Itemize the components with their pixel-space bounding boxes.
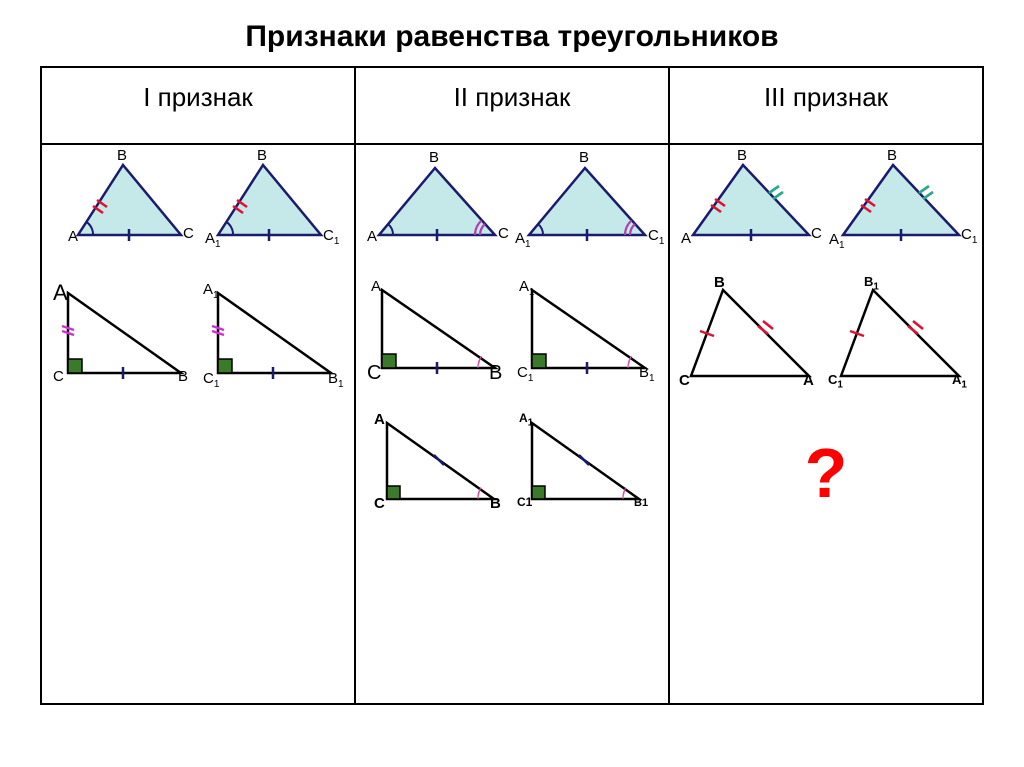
lbl-A1: A1 — [203, 281, 219, 301]
lbl-A1: A1 — [952, 372, 967, 391]
lbl-A1: A1 — [519, 278, 535, 298]
lbl-A: A — [68, 228, 78, 245]
lbl-C1: C1 — [203, 370, 219, 390]
c3-row1: A B C A1 B C1 — [674, 153, 978, 248]
lbl-B: B — [178, 368, 188, 385]
lbl-C1: C1 — [648, 227, 664, 247]
c3r2-tri2: B1 C1 A1 — [831, 278, 971, 393]
lbl-C1: C1 — [323, 227, 339, 247]
lbl-B1: B1 — [634, 497, 648, 509]
lbl-C: C — [183, 225, 194, 242]
lbl-A: A — [371, 278, 381, 295]
c1r2-tri1: A C B — [53, 278, 193, 388]
lbl-A: A — [374, 411, 385, 428]
criteria-table: I признак II признак III признак — [40, 66, 984, 705]
lbl-C: C — [498, 225, 509, 242]
col-1: A B C A1 B C1 — [41, 144, 355, 704]
lbl-C1: C1 — [517, 495, 532, 509]
lbl-C: C — [811, 225, 822, 242]
c2-row2: A C B A1 C1 B1 — [360, 278, 664, 383]
lbl-C1: C1 — [517, 364, 533, 384]
c3r2-tri1: B C A — [681, 278, 821, 393]
lbl-B: B — [714, 274, 725, 291]
lbl-B: B — [737, 147, 747, 164]
c2r2-tri1: A C B — [367, 278, 507, 383]
c2r3-tri2: A1 C1 B1 — [517, 413, 652, 513]
c1r1-tri1: A B C — [63, 153, 193, 248]
lbl-A1: A1 — [205, 230, 221, 250]
c1r1-tri2: A1 B C1 — [203, 153, 333, 248]
c3-row2: B C A B1 C1 A1 — [674, 278, 978, 393]
header-2: II признак — [355, 67, 669, 144]
lbl-C: C — [53, 368, 64, 385]
lbl-C: C — [367, 362, 381, 385]
lbl-A1: A1 — [519, 411, 533, 428]
lbl-B: B — [429, 149, 439, 166]
c2r1-tri1: A B C — [367, 153, 507, 248]
col-2: A B C A1 B C1 — [355, 144, 669, 704]
c2-row3: A C B A1 C1 B1 — [360, 413, 664, 513]
lbl-C: C — [374, 495, 385, 512]
lbl-B1: B1 — [864, 274, 879, 293]
c1-row1: A B C A1 B C1 — [46, 153, 350, 248]
lbl-C1: C1 — [961, 226, 977, 246]
lbl-B1t: B — [257, 147, 267, 164]
c1-row2: A C B A1 C1 B1 — [46, 278, 350, 388]
lbl-B1: B1 — [328, 370, 344, 390]
header-1: I признак — [41, 67, 355, 144]
c2r1-tri2: A1 B C1 — [517, 153, 657, 248]
col-3: A B C A1 B C1 — [669, 144, 983, 704]
c3r1-tri2: A1 B C1 — [831, 153, 971, 248]
lbl-A: A — [367, 228, 377, 245]
c3r1-tri1: A B C — [681, 153, 821, 248]
lbl-B1t: B — [887, 147, 897, 164]
c2r3-tri1: A C B — [372, 413, 507, 513]
lbl-A: A — [803, 372, 814, 389]
c1r2-tri2: A1 C1 B1 — [203, 278, 343, 388]
page-title: Признаки равенства треугольников — [40, 20, 984, 54]
lbl-B: B — [489, 362, 502, 385]
lbl-B: B — [490, 495, 501, 512]
lbl-A: A — [681, 230, 691, 247]
question-mark: ? — [674, 433, 978, 513]
lbl-B1t: B — [579, 149, 589, 166]
lbl-C: C — [679, 372, 690, 389]
lbl-A1: A1 — [829, 231, 845, 251]
lbl-B: B — [117, 147, 127, 164]
lbl-A1: A1 — [515, 230, 531, 250]
lbl-B1: B1 — [639, 364, 655, 384]
lbl-C1: C1 — [828, 372, 843, 391]
header-3: III признак — [669, 67, 983, 144]
c2r2-tri2: A1 C1 B1 — [517, 278, 657, 383]
c2-row1: A B C A1 B C1 — [360, 153, 664, 248]
lbl-A: A — [53, 280, 68, 306]
